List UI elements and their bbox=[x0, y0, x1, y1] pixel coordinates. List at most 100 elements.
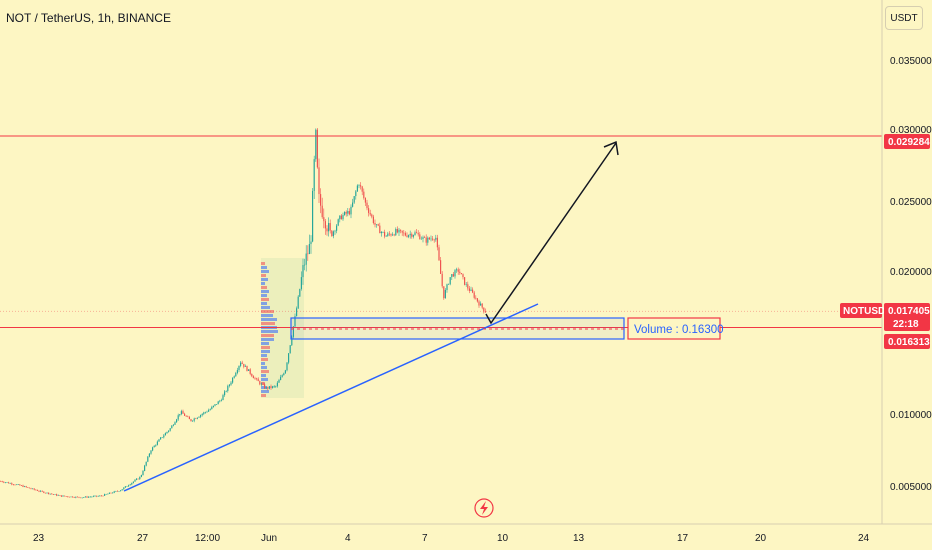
volume-profile-bar bbox=[261, 346, 270, 349]
volume-profile-bar bbox=[261, 274, 266, 277]
candle-body bbox=[203, 412, 205, 414]
volume-profile-bar bbox=[261, 278, 268, 281]
candle-body bbox=[147, 456, 149, 462]
candle-body bbox=[414, 232, 416, 236]
candle-body bbox=[153, 445, 155, 448]
candle-body bbox=[211, 406, 213, 410]
volume-profile-bar bbox=[261, 310, 274, 313]
volume-profile-bar bbox=[261, 314, 273, 317]
candle-body bbox=[166, 431, 168, 434]
candle-body bbox=[116, 491, 118, 492]
candle-body bbox=[276, 382, 278, 387]
candle-body bbox=[184, 413, 186, 416]
candle-body bbox=[145, 461, 147, 466]
candle-body bbox=[436, 237, 438, 248]
candle-body bbox=[324, 221, 326, 229]
candle-body bbox=[171, 425, 173, 429]
volume-profile-bar bbox=[261, 366, 267, 369]
volume-profile-bar bbox=[261, 290, 269, 293]
candle-body bbox=[22, 485, 24, 487]
volume-profile-bar bbox=[261, 286, 267, 289]
y-tick-0.030: 0.030000 bbox=[890, 125, 932, 136]
candle-body bbox=[259, 381, 261, 385]
candle-body bbox=[459, 271, 461, 274]
candle-body bbox=[406, 235, 408, 237]
candle-body bbox=[329, 223, 331, 231]
candle-body bbox=[339, 215, 341, 220]
candle-body bbox=[465, 284, 467, 285]
volume-profile-bar bbox=[261, 330, 278, 333]
resistance-tag: 0.029284 bbox=[888, 137, 930, 148]
candle-body bbox=[470, 289, 472, 291]
volume-profile-bar bbox=[261, 322, 275, 325]
candle-body bbox=[144, 465, 146, 471]
candle-body bbox=[286, 362, 288, 371]
candle-body bbox=[385, 235, 387, 237]
candle-body bbox=[353, 196, 355, 203]
candle-body bbox=[155, 444, 157, 446]
candle-body bbox=[80, 497, 82, 499]
candle-body bbox=[387, 233, 389, 236]
candle-body bbox=[227, 385, 229, 391]
trendline[interactable] bbox=[123, 303, 539, 492]
candle-body bbox=[304, 264, 306, 266]
candle-body bbox=[48, 492, 50, 494]
candle-body bbox=[364, 197, 366, 203]
volume-profile-bar bbox=[261, 266, 267, 269]
projection-arrow-line[interactable] bbox=[485, 142, 617, 325]
candle-body bbox=[112, 492, 114, 494]
candle-body bbox=[398, 229, 400, 233]
candle-body bbox=[46, 492, 48, 494]
time-axis[interactable]: 23 27 12:00 Jun 4 7 10 13 17 20 24 bbox=[0, 523, 932, 544]
lightning-icon[interactable] bbox=[474, 498, 494, 518]
volume-profile-bar bbox=[261, 334, 274, 337]
volume-profile-bar bbox=[261, 378, 268, 381]
volume-profile-bar bbox=[261, 282, 265, 285]
candle-body bbox=[323, 217, 325, 222]
candle-body bbox=[110, 492, 112, 494]
candle-body bbox=[179, 414, 181, 416]
candle-body bbox=[481, 303, 483, 308]
candle-body bbox=[192, 420, 194, 422]
candle-body bbox=[416, 232, 418, 234]
volume-profile-bar bbox=[261, 318, 277, 321]
candle-body bbox=[17, 484, 19, 485]
candle-body bbox=[355, 191, 357, 197]
candle-body bbox=[27, 487, 29, 488]
candle-body bbox=[219, 400, 221, 402]
drawings: Volume : 0.16300 bbox=[123, 140, 724, 492]
symbol-tag: NOTUSDT bbox=[843, 306, 891, 317]
candle-body bbox=[302, 265, 304, 278]
candle-body bbox=[345, 211, 347, 214]
symbol-title[interactable]: NOT / TetherUS, 1h, BINANCE bbox=[6, 11, 171, 25]
candle-body bbox=[412, 235, 414, 237]
candle-body bbox=[60, 495, 62, 497]
candle-body bbox=[225, 390, 227, 392]
currency-button[interactable]: USDT bbox=[885, 6, 923, 30]
candle-body bbox=[292, 326, 294, 337]
candle-body bbox=[366, 202, 368, 209]
candle-body bbox=[435, 237, 437, 240]
volume-profile-bar bbox=[261, 354, 267, 357]
candle-body bbox=[321, 205, 323, 218]
x-tick-20: 20 bbox=[755, 533, 767, 544]
support-tag: 0.016313 bbox=[888, 337, 930, 348]
x-tick-17: 17 bbox=[677, 533, 689, 544]
candle-body bbox=[158, 439, 160, 442]
candle-body bbox=[132, 481, 134, 483]
y-tick-0.025: 0.025000 bbox=[890, 197, 932, 208]
candle-body bbox=[268, 386, 270, 389]
symbol-tag-bg bbox=[840, 303, 882, 318]
candle-body bbox=[36, 490, 38, 491]
volume-profile bbox=[261, 258, 304, 398]
price-axis[interactable]: 0.035000 0.030000 0.025000 0.020000 0.01… bbox=[881, 0, 932, 524]
current-price-tag-bg bbox=[884, 303, 930, 331]
candle-body bbox=[449, 277, 451, 285]
candle-body bbox=[283, 373, 285, 376]
candle-body bbox=[64, 495, 66, 497]
candle-body bbox=[262, 383, 264, 385]
candle-body bbox=[251, 373, 253, 377]
candle-body bbox=[368, 208, 370, 213]
candle-body bbox=[395, 229, 397, 236]
